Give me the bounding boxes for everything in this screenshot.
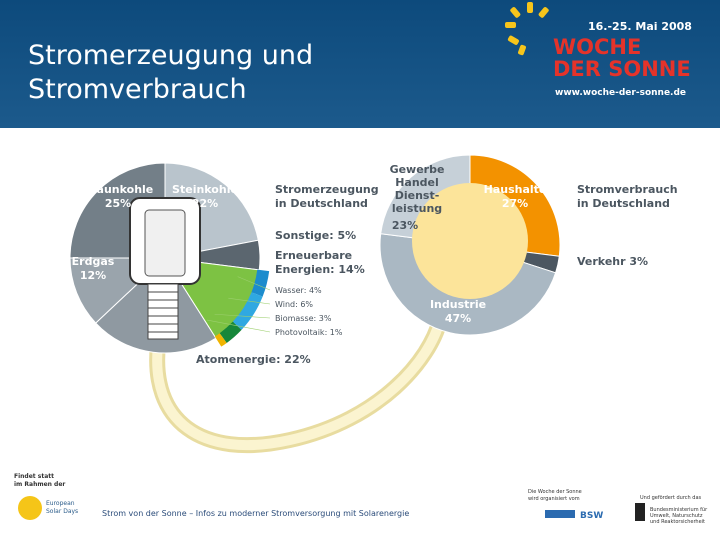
breakdown-label: Wasser: 4%: [275, 286, 322, 295]
breakdown-slice: [251, 269, 270, 297]
organizer-line: wird organisiert vom: [528, 496, 580, 502]
organizer: Die Woche der Sonne wird organisiert vom: [528, 489, 582, 502]
slice-label-line: Gewerbe: [390, 163, 445, 176]
slice-label-line: Verkehr 3%: [577, 255, 648, 268]
leader: [207, 319, 271, 333]
breakdown-slice: [214, 333, 227, 347]
chart-title: Stromverbrauch in Deutschland: [577, 183, 678, 210]
slice-label-line: Erdgas: [72, 255, 115, 268]
logo-date-line: 16.-25. Mai 2008: [588, 20, 692, 33]
footer-caption-line: Strom von der Sonne – Infos zu moderner …: [102, 509, 409, 518]
plug: [129, 197, 201, 340]
breakdown-slice: [219, 321, 242, 343]
leader: [228, 297, 271, 305]
slice-label-line: leistung: [392, 202, 442, 215]
header-band: [0, 0, 720, 128]
value-label: 47%: [445, 312, 471, 325]
solar-days-line: Solar Days: [46, 508, 78, 515]
value-label: 23%: [392, 219, 418, 232]
sponsor-line: Und gefördert durch das: [640, 495, 702, 501]
organizer-line: Die Woche der Sonne: [528, 489, 582, 495]
chart-title-line: Stromverbrauch: [577, 183, 678, 196]
slice-label: Erneuerbare Energien: 14%: [275, 249, 365, 276]
cable-inner: [152, 318, 445, 451]
footer-frame: Findet statt im Rahmen der: [14, 473, 65, 488]
chart-title-line: in Deutschland: [577, 197, 670, 210]
logo-brand-line: WOCHE: [553, 35, 641, 59]
breakdown-label: Photovoltaik: 1%: [275, 328, 343, 337]
logo-date: 16.-25. Mai 2008: [588, 20, 692, 33]
slice-label-line: Steinkohle: [172, 183, 238, 196]
footer-caption: Strom von der Sonne – Infos zu moderner …: [102, 509, 409, 518]
slice-label-line: Braunkohle: [83, 183, 154, 196]
footer-frame-line: im Rahmen der: [14, 481, 65, 488]
ministry-line: und Reaktorsicherheit: [650, 519, 705, 525]
slice-label-line: Dienst-: [395, 189, 440, 202]
breakdown-label-line: Wind: 6%: [275, 300, 313, 309]
slice-label: Steinkohle: [172, 183, 238, 196]
value-label: 25%: [105, 197, 131, 210]
breakdown-label: Biomasse: 3%: [275, 314, 332, 323]
slice-label: Erdgas: [72, 255, 115, 268]
slice-label: Braunkohle: [83, 183, 154, 196]
ministry: Bundesministerium für Umwelt, Naturschutz…: [650, 507, 708, 525]
slide-title-line: Stromerzeugung und: [28, 40, 313, 71]
slide-title: Stromerzeugung und Stromverbrauch: [28, 40, 313, 105]
bsw-line: BSW: [580, 511, 603, 521]
solar-days: European Solar Days: [46, 500, 78, 515]
sponsor: Und gefördert durch das: [640, 495, 702, 501]
bsw-logo: [545, 510, 575, 518]
slice-label-line: Industrie: [430, 298, 486, 311]
slice-label: Sonstige: 5%: [275, 229, 356, 242]
slide-title-line: Stromverbrauch: [28, 74, 247, 105]
solar-days-logo: [18, 496, 42, 520]
sun-rays: [505, 2, 549, 56]
chart-title-line: in Deutschland: [275, 197, 368, 210]
inner-disc: [412, 183, 528, 299]
footer-frame-line: Findet statt: [14, 473, 54, 480]
eagle-logo: [635, 503, 645, 521]
ministry-line: Umwelt, Naturschutz: [650, 513, 703, 519]
breakdown-label-line: Wasser: 4%: [275, 286, 322, 295]
leader: [214, 313, 271, 319]
slice-label-line: Handel: [395, 176, 439, 189]
logo-url: www.woche-der-sonne.de: [555, 88, 686, 98]
slice-label-line: Sonstige: 5%: [275, 229, 356, 242]
slice-label-line: Haushalte: [484, 183, 547, 196]
bsw: BSW: [580, 511, 603, 521]
slice-label-line: Energien: 14%: [275, 263, 365, 276]
logo-brand-line: DER SONNE: [553, 57, 691, 81]
slice-label: Industrie: [430, 298, 486, 311]
breakdown-label-line: Photovoltaik: 1%: [275, 328, 343, 337]
slice-label-line: Atomenergie: 22%: [196, 353, 311, 366]
value-label: 27%: [502, 197, 528, 210]
chart-title: Stromerzeugung in Deutschland: [275, 183, 379, 210]
slice-label-line: Erneuerbare: [275, 249, 352, 262]
logo-brand: WOCHE DER SONNE: [553, 35, 691, 81]
chart-title-line: Stromerzeugung: [275, 183, 379, 196]
slice-label: Haushalte: [484, 183, 547, 196]
slice-label: Verkehr 3%: [577, 255, 648, 268]
slice-label: Gewerbe Handel Dienst-leistung: [390, 163, 445, 215]
value-label: 22%: [192, 197, 218, 210]
logo-url-line: www.woche-der-sonne.de: [555, 88, 686, 98]
breakdown-label-line: Biomasse: 3%: [275, 314, 332, 323]
ministry-line: Bundesministerium für: [650, 507, 708, 513]
leader: [237, 276, 271, 291]
breakdown-label: Wind: 6%: [275, 300, 313, 309]
solar-days-line: European: [46, 500, 75, 507]
slice-label: Atomenergie: 22%: [196, 353, 311, 366]
value-label: 12%: [80, 269, 106, 282]
